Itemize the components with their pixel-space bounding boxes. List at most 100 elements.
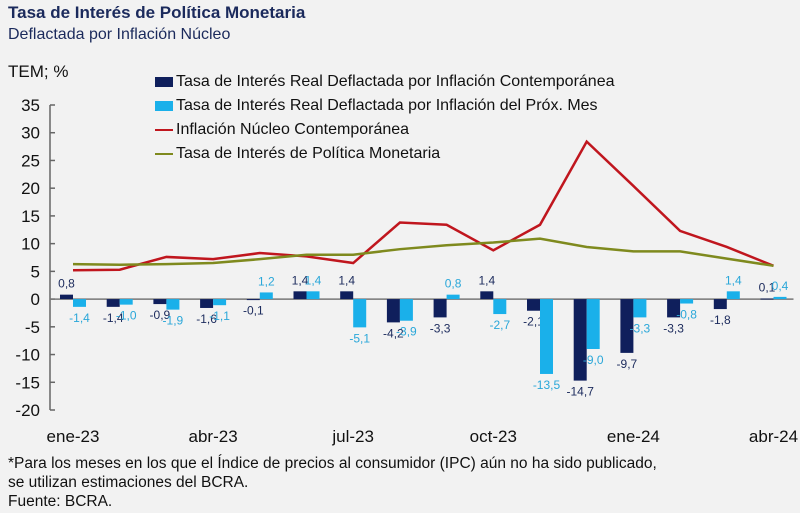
x-tick-label: oct-23 xyxy=(470,427,517,446)
bar-contemporanea xyxy=(153,299,167,305)
data-label: -0,9 xyxy=(150,308,171,322)
y-tick-label: 15 xyxy=(21,207,40,226)
bar-contemporanea xyxy=(620,299,634,353)
bar-contemporanea xyxy=(340,291,354,300)
data-label: 1,4 xyxy=(725,273,742,287)
line-inflacion-nucleo xyxy=(72,139,774,272)
legend-label: Inflación Núcleo Contemporánea xyxy=(176,121,410,138)
data-label: -1,1 xyxy=(209,309,230,323)
data-label: -2,1 xyxy=(523,315,544,329)
legend-swatch-green xyxy=(155,152,173,156)
bar-prox-mes xyxy=(493,299,507,315)
y-tick-label: -10 xyxy=(15,346,40,365)
y-tick-label: 25 xyxy=(21,151,40,170)
bar-contemporanea xyxy=(713,299,727,310)
bar-contemporanea xyxy=(386,299,400,323)
chart-title: Tasa de Interés de Política Monetaria xyxy=(8,3,306,22)
legend-swatch-light xyxy=(155,101,173,111)
data-label: -0,8 xyxy=(676,308,697,322)
data-label: -1,8 xyxy=(710,313,731,327)
line-tasa-politica xyxy=(72,237,774,268)
data-label: -1,4 xyxy=(103,311,124,325)
bar-prox-mes xyxy=(399,299,413,321)
data-label: 0,4 xyxy=(772,279,789,293)
data-label: -4,2 xyxy=(383,326,404,340)
legend-swatch-red xyxy=(155,128,173,132)
y-tick-label: 0 xyxy=(31,290,40,309)
bar-prox-mes xyxy=(680,299,694,304)
bar-prox-mes xyxy=(73,299,86,307)
bar-contemporanea xyxy=(760,298,774,300)
data-label: -1,6 xyxy=(196,312,217,326)
y-tick-label: 30 xyxy=(21,124,40,143)
data-label: -0,1 xyxy=(243,304,264,318)
bar-prox-mes xyxy=(726,291,740,300)
legend-label: Tasa de Interés Real Deflactada por Infl… xyxy=(176,73,615,90)
y-tick-label: -15 xyxy=(15,373,40,392)
bar-prox-mes xyxy=(773,296,787,300)
data-label: -1,4 xyxy=(69,311,90,325)
legend-item-dark-bar: Tasa de Interés Real Deflactada por Infl… xyxy=(155,70,614,94)
x-tick-label: jul-23 xyxy=(331,427,374,446)
bar-contemporanea xyxy=(480,291,494,300)
bar-prox-mes xyxy=(259,292,273,300)
data-label: 1,4 xyxy=(338,273,355,287)
bar-contemporanea xyxy=(527,299,540,311)
data-label: -5,1 xyxy=(349,331,370,345)
data-label: 1,4 xyxy=(305,273,322,287)
chart-subtitle: Deflactada por Inflación Núcleo xyxy=(8,26,231,43)
data-label: 1,4 xyxy=(478,273,495,287)
y-tick-label: 10 xyxy=(21,235,40,254)
data-label: -3,3 xyxy=(663,321,684,335)
bar-contemporanea xyxy=(667,299,681,318)
bar-prox-mes xyxy=(586,299,600,349)
x-tick-label: abr-24 xyxy=(749,427,798,446)
data-label: -14,7 xyxy=(567,385,595,399)
y-tick-label: 5 xyxy=(31,262,40,281)
bar-prox-mes xyxy=(166,299,180,310)
bar-contemporanea xyxy=(106,299,120,307)
bar-prox-mes xyxy=(540,299,553,374)
data-label: 0,1 xyxy=(759,281,776,295)
bar-prox-mes xyxy=(213,299,227,306)
y-axis-unit: TEM; % xyxy=(8,62,69,81)
bar-prox-mes xyxy=(119,299,133,305)
legend-item-red-line: Inflación Núcleo Contemporánea xyxy=(155,118,614,142)
y-tick-label: 20 xyxy=(21,179,40,198)
bar-contemporanea xyxy=(293,291,307,300)
bar-contemporanea xyxy=(573,299,587,381)
legend-swatch-dark xyxy=(155,77,173,87)
bar-contemporanea xyxy=(433,299,447,318)
legend-item-light-bar: Tasa de Interés Real Deflactada por Infl… xyxy=(155,94,614,118)
y-tick-label: 35 xyxy=(21,96,40,115)
footnote-line-1: *Para los meses en los que el Índice de … xyxy=(8,455,657,472)
legend: Tasa de Interés Real Deflactada por Infl… xyxy=(155,70,614,166)
bar-contemporanea xyxy=(200,299,214,308)
footnote: *Para los meses en los que el Índice de … xyxy=(8,454,657,511)
x-tick-label: abr-23 xyxy=(189,427,238,446)
y-tick-label: -20 xyxy=(15,401,40,420)
legend-item-green-line: Tasa de Interés de Política Monetaria xyxy=(155,142,614,166)
data-label: -2,7 xyxy=(489,318,510,332)
data-label: -3,3 xyxy=(630,321,651,335)
legend-label: Tasa de Interés de Política Monetaria xyxy=(176,145,441,162)
legend-label: Tasa de Interés Real Deflactada por Infl… xyxy=(176,97,598,114)
data-label: -3,9 xyxy=(396,325,417,339)
data-label: -9,0 xyxy=(583,353,604,367)
data-label: 0,8 xyxy=(58,277,75,291)
data-label: 1,2 xyxy=(258,274,275,288)
data-label: -9,7 xyxy=(617,357,638,371)
data-label: -3,3 xyxy=(430,321,451,335)
footnote-line-2: se utilizan estimaciones del BCRA. xyxy=(8,474,249,491)
bar-contemporanea xyxy=(246,299,260,301)
data-label: -1,9 xyxy=(163,314,184,328)
data-label: -13,5 xyxy=(533,378,561,392)
data-label: 1,4 xyxy=(292,273,309,287)
x-tick-label: ene-24 xyxy=(607,427,660,446)
bar-prox-mes xyxy=(446,294,460,300)
bar-prox-mes xyxy=(306,291,320,300)
bar-contemporanea xyxy=(60,294,73,300)
source-note: Fuente: BCRA. xyxy=(8,493,113,510)
bar-prox-mes xyxy=(633,299,647,318)
